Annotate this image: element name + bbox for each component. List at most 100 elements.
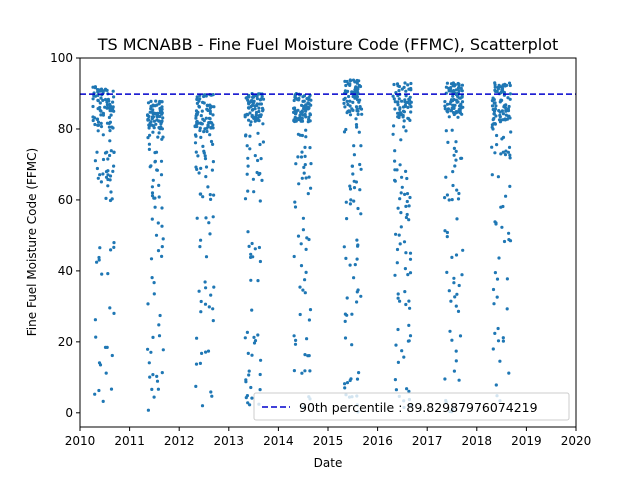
data-point [454,158,458,162]
data-point [244,134,248,138]
data-point [508,153,512,157]
data-point [305,236,309,240]
axes: 2010 2011 2012 2013 2014 2015 2016 2017 2018 2019… [50,51,591,448]
data-point [359,212,363,216]
data-point [245,144,249,148]
data-point [258,142,262,147]
data-point [496,175,500,179]
data-point [159,173,164,177]
data-point [408,257,413,261]
data-point [399,191,403,195]
data-point [111,89,115,93]
data-point [258,372,262,377]
data-point [298,312,302,317]
data-point [348,378,352,383]
data-point [352,186,357,190]
data-point [409,105,413,109]
data-point [504,194,508,198]
data-point [357,371,361,375]
data-point [304,105,308,109]
data-point [149,104,153,108]
data-point [109,149,113,153]
data-point [355,98,360,102]
data-point [147,124,151,128]
data-point [108,129,112,133]
data-point [110,125,114,129]
data-point [493,331,497,335]
data-point [445,230,449,235]
data-point [155,374,159,378]
data-point [96,107,100,111]
data-point [101,98,105,102]
data-point [111,169,115,173]
y-tick-label: 0 [65,406,73,420]
data-point [97,258,101,262]
data-point [303,369,307,373]
data-point [296,108,300,112]
data-point [151,335,155,339]
data-point [408,195,412,200]
data-point [248,147,252,151]
data-point [158,114,162,119]
data-point [108,105,112,109]
data-point [395,247,400,252]
data-point [396,206,400,210]
data-point [104,196,108,200]
data-point [497,118,502,122]
data-point [358,84,363,89]
data-point [457,283,461,288]
data-point [149,257,154,261]
data-point [101,172,105,176]
data-point [343,96,347,100]
data-point [99,180,103,184]
data-point [98,108,102,113]
data-point [211,142,215,146]
data-point [149,120,153,124]
data-point [205,103,209,107]
data-point [399,225,403,229]
data-point [203,302,208,306]
data-point [256,131,260,135]
data-point [404,100,408,105]
data-point [211,113,215,117]
data-point [208,133,212,137]
data-point [359,167,363,171]
data-point [298,285,302,289]
data-point [112,109,116,113]
data-point [306,354,310,358]
data-point [400,113,404,117]
data-point [458,334,463,338]
data-point [253,107,257,111]
data-point [308,146,312,150]
data-point [356,92,360,96]
data-point [204,165,209,169]
data-point [407,299,411,303]
data-point [195,125,199,129]
data-point [408,102,412,106]
data-point [391,94,395,98]
data-point [443,104,447,108]
data-point [249,120,253,124]
data-point [205,129,209,134]
data-point [149,350,153,354]
data-point [197,171,201,175]
data-point [496,339,501,343]
data-point [507,145,512,149]
data-point [255,97,259,101]
data-point [456,115,460,119]
data-point [204,286,208,290]
data-point [407,339,411,343]
data-point [303,291,307,295]
data-point [294,119,298,123]
data-point [107,125,111,129]
data-point [99,89,103,93]
data-point [250,108,254,112]
data-point [243,336,247,340]
data-point [199,192,203,196]
data-point [506,109,511,113]
data-point [93,116,97,120]
data-point [402,355,406,359]
data-point [455,217,459,221]
legend: 90th percentile : 89.82987976074219 [253,392,570,421]
data-point [161,348,165,352]
